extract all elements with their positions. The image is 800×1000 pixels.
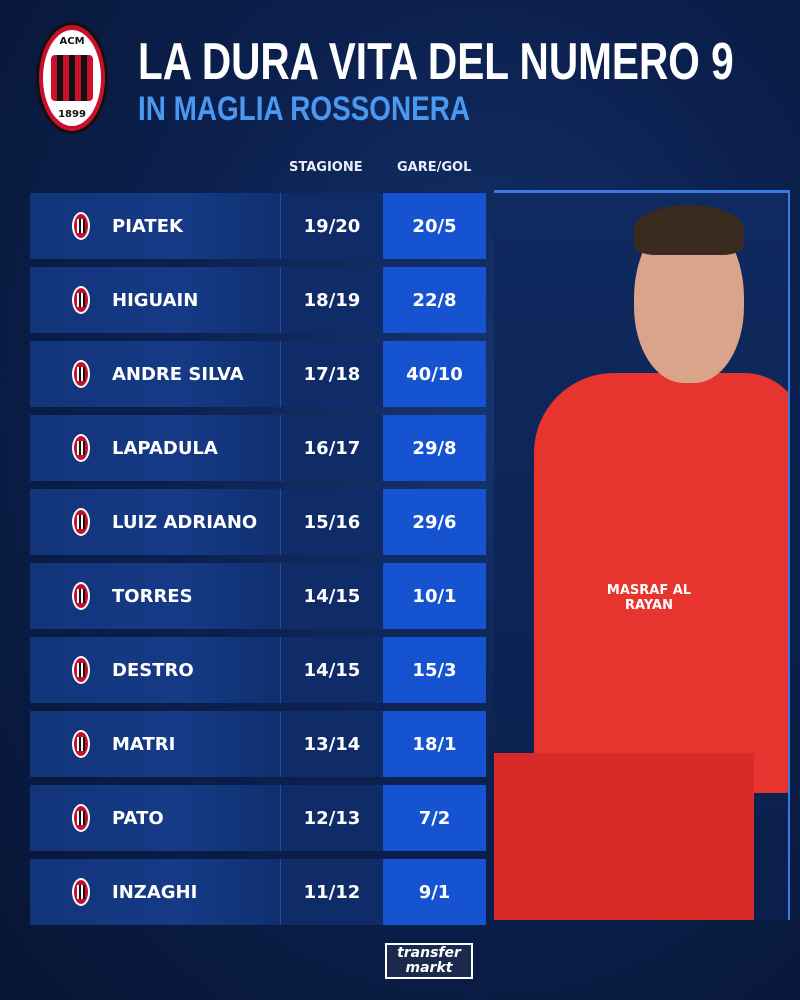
table-row: ANDRE SILVA 17/18 40/10 — [30, 341, 486, 407]
milan-badge-icon — [72, 212, 90, 240]
player-name: PATO — [112, 807, 164, 829]
games-goals-cell: 29/6 — [383, 489, 486, 555]
season-cell: 11/12 — [280, 859, 383, 925]
games-goals-cell: 40/10 — [383, 341, 486, 407]
player-name: ANDRE SILVA — [112, 363, 244, 385]
table-row: DESTRO 14/15 15/3 — [30, 637, 486, 703]
ac-milan-logo: ACM 1899 — [36, 22, 108, 134]
season-cell: 17/18 — [280, 341, 383, 407]
milan-badge-icon — [72, 360, 90, 388]
table-row: PATO 12/13 7/2 — [30, 785, 486, 851]
player-cell: PATO — [30, 785, 280, 851]
player-cell: MATRI — [30, 711, 280, 777]
games-goals-cell: 29/8 — [383, 415, 486, 481]
transfermarkt-logo: transfer markt — [385, 943, 473, 979]
player-cell: TORRES — [30, 563, 280, 629]
milan-badge-icon — [72, 656, 90, 684]
player-photo: MASRAF AL RAYAN — [494, 190, 790, 920]
games-goals-cell: 20/5 — [383, 193, 486, 259]
milan-badge-icon — [72, 434, 90, 462]
player-cell: INZAGHI — [30, 859, 280, 925]
milan-badge-icon — [72, 582, 90, 610]
player-name: PIATEK — [112, 215, 183, 237]
table-row: LAPADULA 16/17 29/8 — [30, 415, 486, 481]
games-goals-cell: 22/8 — [383, 267, 486, 333]
shirt-sponsor: MASRAF AL RAYAN — [606, 583, 692, 613]
season-cell: 18/19 — [280, 267, 383, 333]
season-cell: 12/13 — [280, 785, 383, 851]
player-cell: ANDRE SILVA — [30, 341, 280, 407]
player-name: MATRI — [112, 733, 176, 755]
player-name: LAPADULA — [112, 437, 218, 459]
games-goals-cell: 18/1 — [383, 711, 486, 777]
column-header-season: STAGIONE — [289, 160, 363, 175]
milan-badge-icon — [72, 730, 90, 758]
page-title: LA DURA VITA DEL NUMERO 9 — [138, 33, 734, 91]
season-cell: 14/15 — [280, 563, 383, 629]
table-row: MATRI 13/14 18/1 — [30, 711, 486, 777]
season-cell: 15/16 — [280, 489, 383, 555]
games-goals-cell: 15/3 — [383, 637, 486, 703]
player-cell: PIATEK — [30, 193, 280, 259]
player-cell: DESTRO — [30, 637, 280, 703]
table-row: LUIZ ADRIANO 15/16 29/6 — [30, 489, 486, 555]
table-row: TORRES 14/15 10/1 — [30, 563, 486, 629]
season-cell: 16/17 — [280, 415, 383, 481]
season-cell: 19/20 — [280, 193, 383, 259]
column-header-games-goals: GARE/GOL — [397, 160, 472, 175]
games-goals-cell: 10/1 — [383, 563, 486, 629]
games-goals-cell: 7/2 — [383, 785, 486, 851]
player-name: DESTRO — [112, 659, 194, 681]
milan-badge-icon — [72, 804, 90, 832]
table-row: INZAGHI 11/12 9/1 — [30, 859, 486, 925]
milan-badge-icon — [72, 878, 90, 906]
player-cell: LAPADULA — [30, 415, 280, 481]
table-row: HIGUAIN 18/19 22/8 — [30, 267, 486, 333]
logo-text: ACM — [59, 36, 85, 47]
player-name: HIGUAIN — [112, 289, 199, 311]
games-goals-cell: 9/1 — [383, 859, 486, 925]
season-cell: 14/15 — [280, 637, 383, 703]
player-name: LUIZ ADRIANO — [112, 511, 258, 533]
milan-badge-icon — [72, 508, 90, 536]
season-cell: 13/14 — [280, 711, 383, 777]
milan-badge-icon — [72, 286, 90, 314]
table-row: PIATEK 19/20 20/5 — [30, 193, 486, 259]
player-cell: LUIZ ADRIANO — [30, 489, 280, 555]
logo-year: 1899 — [58, 109, 86, 120]
player-cell: HIGUAIN — [30, 267, 280, 333]
player-name: TORRES — [112, 585, 193, 607]
player-name: INZAGHI — [112, 881, 198, 903]
page-subtitle: IN MAGLIA ROSSONERA — [138, 90, 470, 128]
